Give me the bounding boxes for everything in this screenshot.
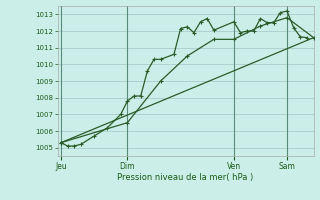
X-axis label: Pression niveau de la mer( hPa ): Pression niveau de la mer( hPa ) <box>117 173 254 182</box>
